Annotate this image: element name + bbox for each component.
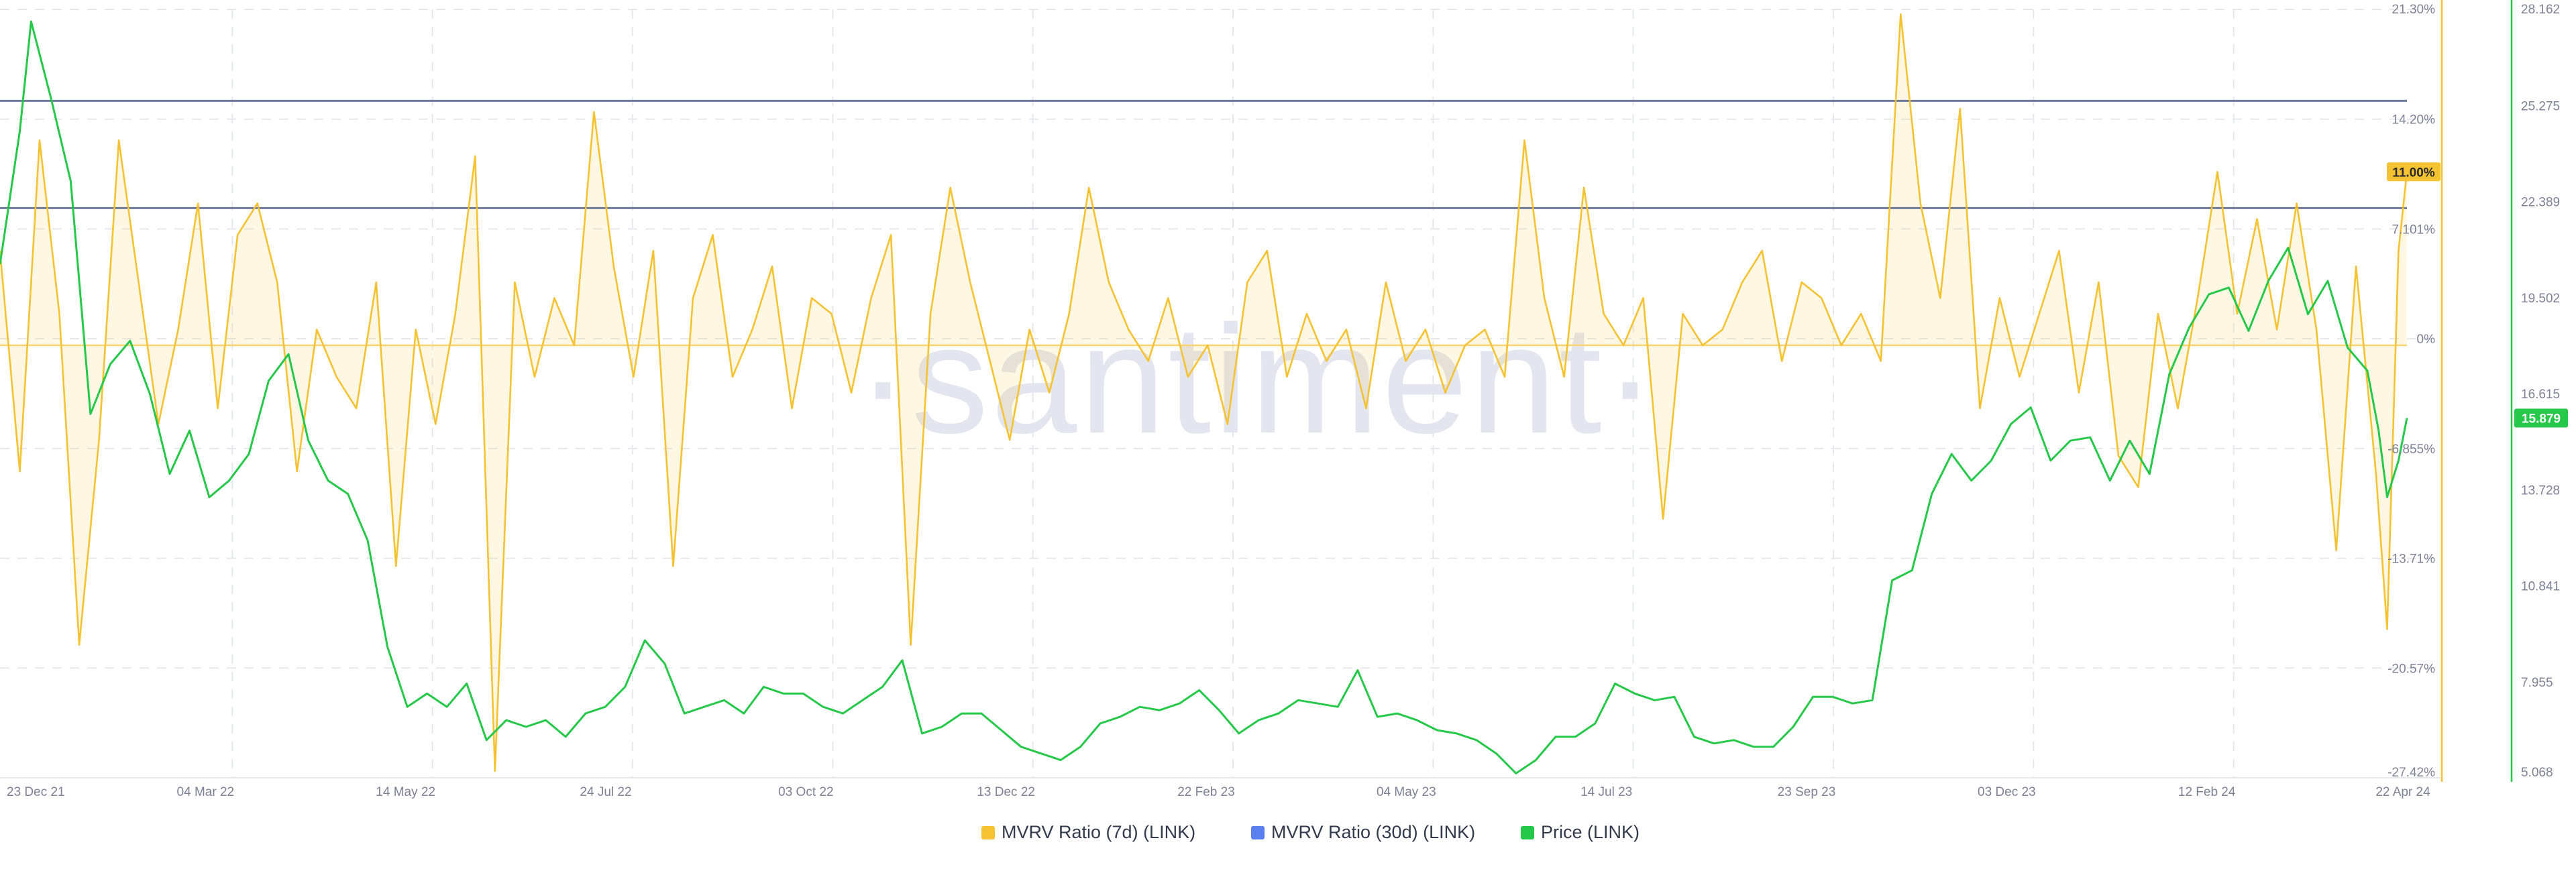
right-tick-label: 25.275 [2521,99,2560,113]
left-tick-label: -13.71% [2387,552,2435,567]
series-layer [0,13,2408,774]
axis-layer: 23 Dec 21 04 Mar 22 14 May 22 24 Jul 22 03 O… [0,0,2560,799]
right-tick-label: 10.841 [2521,580,2560,594]
left-tick-label: -27.42% [2387,766,2435,780]
x-tick-label: 12 Feb 24 [2178,785,2236,799]
legend-swatch [981,826,995,839]
left-tick-label: -6.855% [2387,443,2435,457]
legend[interactable]: MVRV Ratio (7d) (LINK) MVRV Ratio (30d) (… [981,822,1640,842]
right-tick-label: 28.162 [2521,3,2560,17]
legend-swatch [1521,826,1534,839]
x-tick-label: 03 Oct 22 [778,785,833,799]
right-tick-label: 16.615 [2521,388,2560,402]
x-tick-label: 13 Dec 22 [977,785,1035,799]
x-tick-label: 14 Jul 23 [1580,785,1632,799]
mvrv-7d-area [0,14,2407,772]
left-tick-label: 7.101% [2392,223,2436,237]
legend-item[interactable]: Price (LINK) [1521,822,1640,842]
x-tick-label: 22 Apr 24 [2375,785,2430,799]
right-tick-label: 13.728 [2521,483,2560,498]
left-tick-label: 21.30% [2392,3,2436,17]
x-tick-label: 23 Sep 23 [1778,785,1836,799]
reference-lines [0,99,2407,209]
price-value-text: 15.879 [2522,412,2561,426]
mvrv-7d-line [0,13,2408,772]
x-tick-label: 23 Dec 21 [7,785,65,799]
mvrv-7d-value-text: 11.00% [2392,166,2434,180]
legend-swatch [1251,826,1265,839]
right-tick-label: 5.068 [2521,766,2553,780]
price-line [0,20,2408,774]
right-tick-label: 22.389 [2521,196,2560,210]
x-tick-label: 24 Jul 22 [580,785,631,799]
fill-layer [0,14,2407,772]
x-tick-label: 22 Feb 23 [1177,785,1235,799]
x-tick-label: 04 May 23 [1377,785,1436,799]
legend-item[interactable]: MVRV Ratio (30d) (LINK) [1251,822,1475,842]
legend-label: MVRV Ratio (30d) (LINK) [1271,822,1475,842]
right-tick-label: 7.955 [2521,676,2553,690]
watermark: ·santiment· [857,293,1658,465]
legend-label: MVRV Ratio (7d) (LINK) [1002,822,1195,842]
legend-item[interactable]: MVRV Ratio (7d) (LINK) [981,822,1195,842]
left-tick-label: 14.20% [2392,113,2436,127]
price-value-badge [2514,408,2568,428]
x-tick-label: 04 Mar 22 [177,785,235,799]
left-tick-label: 0% [2417,333,2436,347]
left-tick-label: -20.57% [2387,662,2435,676]
x-tick-label: 03 Dec 23 [1978,785,2036,799]
badge-layer: 11.00% 15.879 [2387,162,2568,428]
right-tick-label: 19.502 [2521,292,2560,306]
x-tick-label: 14 May 22 [376,785,435,799]
legend-label: Price (LINK) [1541,822,1640,842]
mvrv-7d-value-badge [2387,162,2440,182]
